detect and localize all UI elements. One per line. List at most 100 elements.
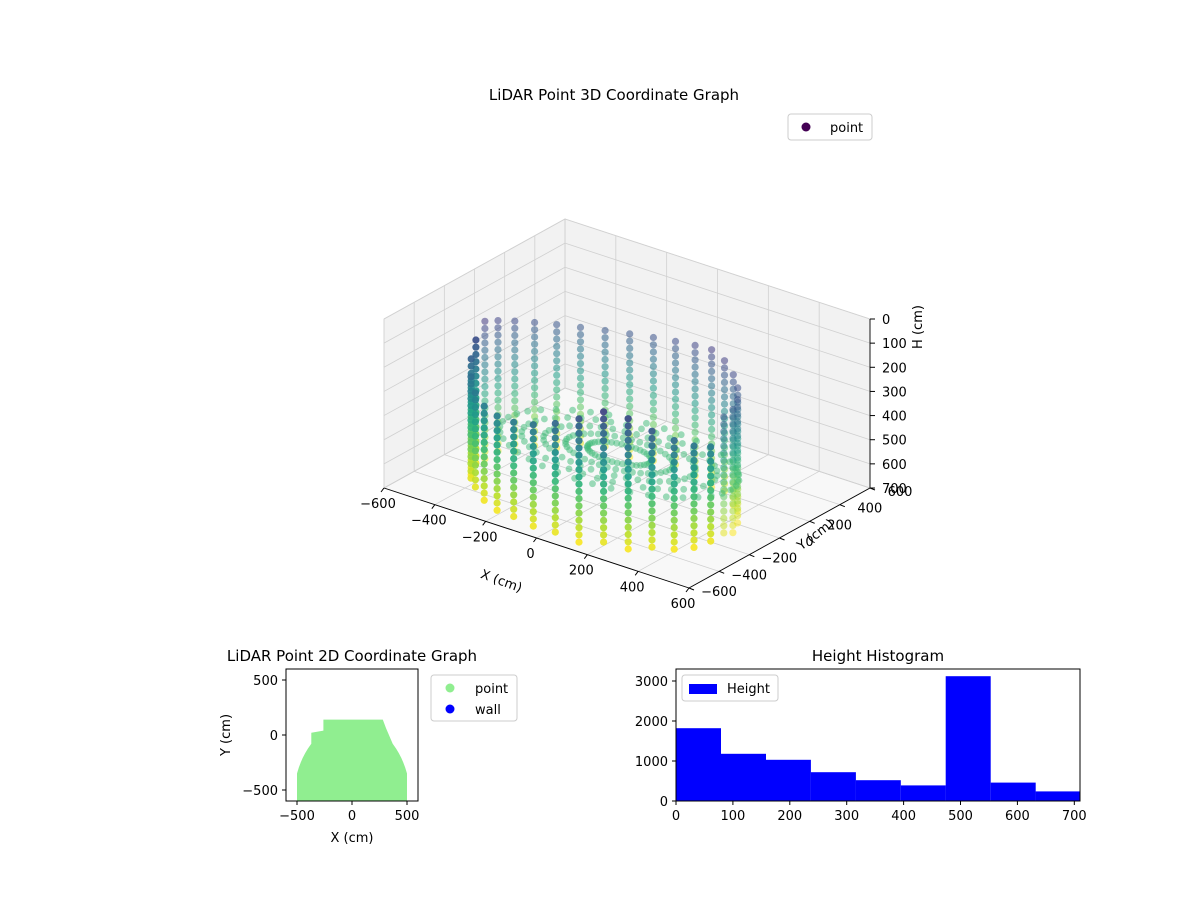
chart3d-point bbox=[690, 464, 698, 472]
chart3d-point bbox=[510, 476, 518, 484]
chart3d-point bbox=[566, 422, 573, 430]
chart3d-point bbox=[551, 499, 559, 507]
chart3d-point bbox=[471, 454, 479, 462]
chart3d-point bbox=[720, 478, 728, 486]
chart3d-point bbox=[648, 478, 656, 486]
chart3d-point bbox=[691, 414, 699, 422]
chart3d-point bbox=[494, 403, 502, 412]
chart3d-point bbox=[649, 348, 658, 356]
chart3d-y-tick bbox=[839, 504, 846, 508]
chart3d-point bbox=[494, 338, 502, 346]
histogram-y-tick-label: 3000 bbox=[635, 675, 668, 690]
chart3d-point bbox=[690, 456, 698, 465]
chart3d-legend: point bbox=[787, 113, 873, 141]
chart3d-point bbox=[691, 399, 699, 407]
chart3d-point bbox=[529, 515, 537, 523]
chart3d-point bbox=[636, 438, 644, 446]
chart3d-point bbox=[649, 377, 658, 385]
chart3d-y-tick bbox=[718, 570, 725, 574]
chart3d-point bbox=[735, 471, 743, 479]
chart3d-point bbox=[670, 509, 678, 517]
chart3d-point bbox=[601, 399, 609, 407]
chart3d-point bbox=[494, 324, 502, 332]
chart3d-point bbox=[729, 442, 737, 450]
chart3d-point bbox=[670, 502, 678, 510]
chart3d-point bbox=[551, 441, 559, 449]
chart3d-point bbox=[471, 440, 479, 448]
chart3d-x-axis-label: X (cm) bbox=[478, 567, 524, 596]
chart3d-point bbox=[471, 461, 479, 469]
chart3d-point bbox=[729, 492, 737, 501]
chart3d-gridline-z-back bbox=[564, 218, 871, 320]
chart3d-point bbox=[707, 465, 715, 473]
chart3d-point bbox=[494, 353, 502, 361]
chart3d-point bbox=[600, 516, 608, 525]
chart3d-point bbox=[648, 507, 656, 515]
chart3d-point bbox=[565, 465, 573, 473]
chart3d-point bbox=[708, 367, 716, 375]
chart2d-y-axis-label: Y (cm) bbox=[219, 714, 234, 757]
histogram-x-tick-label: 600 bbox=[1005, 809, 1030, 824]
chart3d-legend-label: point bbox=[830, 121, 863, 136]
chart3d-point bbox=[720, 435, 728, 443]
chart3d-point bbox=[601, 377, 609, 385]
histogram-bar bbox=[676, 728, 721, 801]
chart3d-point bbox=[670, 545, 678, 553]
chart3d-point bbox=[510, 483, 518, 492]
chart3d-point bbox=[720, 357, 729, 365]
histogram-bars bbox=[676, 676, 1080, 801]
chart3d-point bbox=[513, 410, 521, 418]
chart3d-x-tick bbox=[482, 521, 487, 526]
histogram-y-tick-label: 2000 bbox=[635, 715, 668, 730]
chart3d-point bbox=[539, 462, 546, 470]
chart3d-point bbox=[671, 374, 680, 382]
chart3d-point bbox=[600, 444, 608, 452]
chart3d-point bbox=[656, 447, 664, 455]
histogram-bar bbox=[1035, 791, 1080, 801]
chart3d-point bbox=[480, 402, 488, 410]
chart3d-y-tick bbox=[809, 520, 815, 524]
chart3d-point bbox=[575, 415, 583, 423]
chart3d-point bbox=[494, 331, 502, 339]
chart3d-point bbox=[624, 509, 632, 517]
chart3d-point bbox=[624, 422, 632, 430]
chart3d-point bbox=[531, 340, 539, 348]
chart3d-z-tick-label: 600 bbox=[882, 458, 907, 473]
chart3d-legend-marker bbox=[801, 122, 811, 132]
histogram-legend-box bbox=[681, 674, 779, 702]
chart3d-point bbox=[700, 482, 707, 490]
chart3d-point bbox=[493, 492, 501, 500]
chart3d-point bbox=[480, 424, 488, 432]
chart3d-point bbox=[671, 359, 680, 367]
chart3d-point bbox=[656, 478, 664, 485]
chart3d-point bbox=[467, 355, 475, 363]
chart3d-point bbox=[634, 476, 642, 484]
chart3d-point bbox=[729, 471, 737, 479]
chart3d-point bbox=[472, 343, 480, 351]
chart3d-point bbox=[720, 371, 729, 379]
chart3d-point bbox=[529, 471, 537, 479]
chart3d-gridline-z-back bbox=[564, 242, 871, 344]
chart3d-point bbox=[690, 507, 698, 515]
chart3d-point bbox=[624, 458, 632, 466]
chart3d-point bbox=[670, 494, 678, 503]
chart3d-x-tick bbox=[634, 571, 639, 576]
chart2d-point-footprint bbox=[297, 719, 407, 801]
chart3d-x-tick-label: 200 bbox=[569, 564, 594, 579]
chart3d-point bbox=[660, 425, 668, 433]
chart3d-point bbox=[576, 388, 585, 397]
chart3d-point bbox=[633, 431, 640, 438]
chart3d-x-tick-label: 400 bbox=[620, 580, 645, 595]
chart3d-point bbox=[493, 456, 501, 464]
chart3d-point bbox=[529, 464, 537, 472]
chart3d-point bbox=[531, 376, 539, 384]
chart3d-point bbox=[720, 420, 728, 428]
chart3d-point bbox=[541, 415, 548, 423]
chart3d-x-tick-label: −600 bbox=[360, 497, 396, 512]
chart3d-point bbox=[529, 508, 537, 516]
chart3d-x-tick-label: 600 bbox=[671, 597, 696, 612]
chart3d-point bbox=[471, 476, 479, 484]
chart3d-point bbox=[691, 370, 699, 378]
chart3d-point bbox=[729, 420, 737, 428]
chart3d-point bbox=[707, 515, 715, 523]
